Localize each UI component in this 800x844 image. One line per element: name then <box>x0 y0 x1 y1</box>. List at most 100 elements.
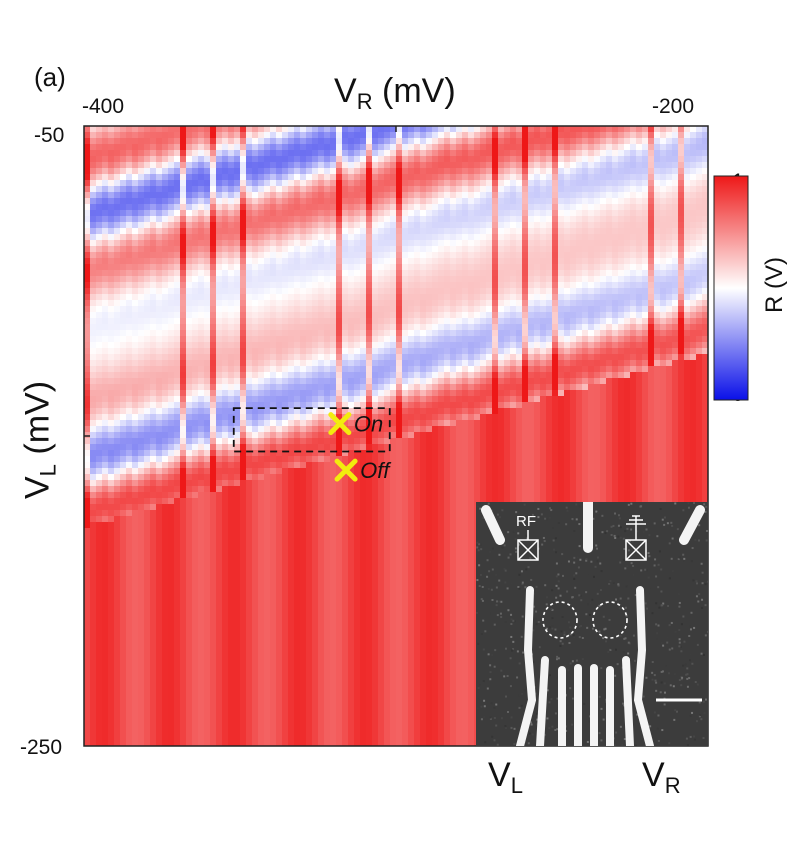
heatmap-cell <box>222 330 229 337</box>
heatmap-cell <box>288 144 295 151</box>
heatmap-cell <box>558 360 565 367</box>
heatmap-cell <box>360 240 367 247</box>
heatmap-cell <box>636 258 643 265</box>
heatmap-cell <box>378 258 385 265</box>
heatmap-cell <box>108 276 115 283</box>
heatmap-cell <box>270 372 277 379</box>
heatmap-cell <box>216 378 223 385</box>
heatmap-cell <box>354 288 361 295</box>
heatmap-cell <box>222 222 229 229</box>
heatmap-cell <box>240 402 247 409</box>
heatmap-cell <box>426 360 433 367</box>
heatmap-cell <box>528 210 535 217</box>
heatmap-cell <box>348 132 355 139</box>
heatmap-cell <box>684 378 691 385</box>
heatmap-cell <box>552 390 559 397</box>
heatmap-cell <box>696 312 703 319</box>
heatmap-cell <box>630 156 637 163</box>
heatmap-cell <box>648 276 655 283</box>
heatmap-cell <box>564 330 571 337</box>
heatmap-cell <box>660 264 667 271</box>
heatmap-cell <box>342 318 349 325</box>
heatmap-cell <box>378 396 385 403</box>
heatmap-cell <box>528 240 535 247</box>
heatmap-cell <box>486 150 493 157</box>
heatmap-cell <box>246 222 253 229</box>
heatmap-cell <box>612 324 619 331</box>
heatmap-cell <box>576 192 583 199</box>
heatmap-cell <box>600 216 607 223</box>
heatmap-cell <box>294 330 301 337</box>
heatmap-cell <box>702 294 708 301</box>
x-axis-title: VR (mV) <box>334 72 456 114</box>
heatmap-cell <box>456 342 463 349</box>
heatmap-cell <box>156 186 163 193</box>
heatmap-cell <box>306 216 313 223</box>
heatmap-cell <box>252 228 259 235</box>
heatmap-cell <box>366 216 373 223</box>
heatmap-cell <box>642 342 649 349</box>
heatmap-cell <box>654 198 661 205</box>
heatmap-cell <box>162 132 169 139</box>
heatmap-cell <box>108 294 115 301</box>
heatmap-cell <box>576 276 583 283</box>
heatmap-cell <box>552 228 559 235</box>
heatmap-cell <box>354 372 361 379</box>
heatmap-cell <box>438 162 445 169</box>
heatmap-cell <box>390 282 397 289</box>
heatmap-cell <box>612 276 619 283</box>
heatmap-cell <box>378 366 385 373</box>
heatmap-cell <box>384 330 391 337</box>
heatmap-cell <box>390 246 397 253</box>
heatmap-cell <box>96 276 103 283</box>
heatmap-cell <box>360 306 367 313</box>
heatmap-cell <box>294 144 301 151</box>
heatmap-cell <box>324 282 331 289</box>
heatmap-cell <box>618 342 625 349</box>
heatmap-cell <box>414 276 421 283</box>
heatmap-cell <box>474 168 481 175</box>
heatmap-cell <box>318 402 325 409</box>
heatmap-cell <box>654 324 661 331</box>
heatmap-cell <box>258 126 265 133</box>
heatmap-cell <box>240 330 247 337</box>
heatmap-cell <box>198 288 205 295</box>
heatmap-cell <box>636 324 643 331</box>
heatmap-cell <box>450 336 457 343</box>
heatmap-cell <box>696 288 703 295</box>
heatmap-cell <box>618 366 625 373</box>
heatmap-cell <box>384 132 391 139</box>
heatmap-cell <box>696 258 703 265</box>
heatmap-cell <box>138 246 145 253</box>
heatmap-cell <box>288 324 295 331</box>
heatmap-cell <box>396 330 403 337</box>
heatmap-cell <box>336 402 343 409</box>
heatmap-cell <box>648 162 655 169</box>
heatmap-cell <box>672 330 679 337</box>
heatmap-cell <box>444 264 451 271</box>
heatmap-cell <box>444 258 451 265</box>
heatmap-cell <box>456 288 463 295</box>
heatmap-cell <box>180 372 187 379</box>
heatmap-cell <box>324 132 331 139</box>
heatmap-cell <box>90 282 97 289</box>
heatmap-cell <box>114 336 121 343</box>
heatmap-cell <box>516 282 523 289</box>
heatmap-cell <box>660 192 667 199</box>
heatmap-cell <box>252 348 259 355</box>
heatmap-cell <box>210 318 217 325</box>
heatmap-cell <box>138 210 145 217</box>
heatmap-cell <box>162 186 169 193</box>
heatmap-cell <box>96 192 103 199</box>
heatmap-cell <box>672 222 679 229</box>
heatmap-cell <box>648 288 655 295</box>
heatmap-cell <box>564 132 571 139</box>
heatmap-cell <box>240 168 247 175</box>
heatmap-cell <box>540 360 547 367</box>
heatmap-cell <box>594 366 601 373</box>
heatmap-cell <box>390 318 397 325</box>
heatmap-cell <box>438 264 445 271</box>
heatmap-cell <box>564 270 571 277</box>
heatmap-cell <box>534 216 541 223</box>
heatmap-cell <box>90 378 97 385</box>
